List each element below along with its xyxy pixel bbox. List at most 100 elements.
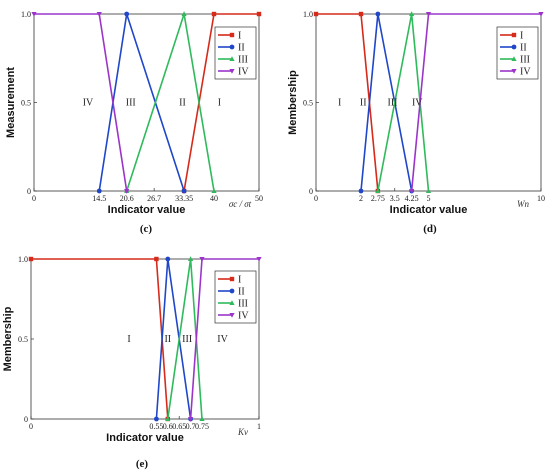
series-line-I [31,258,169,420]
data-point-IV [199,257,205,262]
data-point-II [96,188,102,194]
data-point-III [181,11,187,16]
data-point-II [375,11,381,17]
legend-label-II: II [238,287,245,298]
data-point-III [375,188,381,193]
series-line-II [360,13,413,192]
legend-marker-I [511,32,517,38]
data-point-I [358,11,364,17]
region-label: II [164,334,171,345]
data-point-I [313,11,319,17]
y-tick-label: 0 [309,187,313,196]
y-tick-label: 1.0 [21,10,31,19]
x-tick-label: 0.7 [186,422,196,431]
data-point-III [211,188,217,193]
legend-marker-III [229,300,235,305]
x-tick-label: 20.6 [120,194,134,203]
x-tick-label: 26.7 [147,194,161,203]
legend-label-I: I [238,31,241,42]
region-label: I [218,98,221,109]
panel-label: (c) [140,223,153,235]
legend-label-III: III [238,299,248,310]
y-tick-label: 0.5 [303,99,313,108]
data-point-II [181,188,187,194]
legend-marker-IV [511,69,517,74]
data-point-IV [124,189,130,194]
data-point-IV [409,189,415,194]
data-point-I [256,11,262,17]
legend-label-IV: IV [238,67,249,78]
x-axis-label: Indicator value [108,204,186,216]
series-line-III [125,13,215,192]
y-tick-label: 0 [24,415,28,424]
data-point-III [188,256,194,261]
series-line-II [98,13,185,192]
y-tick-label: 1.0 [18,255,28,264]
data-point-II [165,256,171,262]
x-tick-label: 40 [210,194,218,203]
x-axis-label: Indicator value [106,432,184,444]
region-label: III [126,98,136,109]
region-label: IV [217,334,228,345]
data-point-III [409,11,415,16]
data-point-IV [31,12,37,17]
x-tick-label: 4.25 [405,194,419,203]
x-tick-label: 0.75 [195,422,209,431]
x-tick-label: 0 [314,194,318,203]
data-point-II [154,416,159,422]
x-variable-label: Kv [237,427,248,437]
y-axis-label: Measurement [5,67,17,138]
x-tick-label: 0.6 [163,422,173,431]
x-tick-label: 2 [359,194,363,203]
legend-marker-II [229,288,235,294]
x-tick-label: 2.75 [371,194,385,203]
y-tick-label: 0.5 [18,335,28,344]
series-line-IV [34,13,128,192]
chart-panel-1: 0 2 2.75 3.5 4.25 5 10 0 0.5 1.0 Indicator value Me… [287,10,545,235]
data-point-IV [96,12,102,17]
x-tick-label: 0 [32,194,36,203]
legend-label-II: II [520,43,527,54]
x-tick-label: 0.65 [172,422,186,431]
data-point-II [124,11,130,17]
legend-marker-III [511,56,517,61]
legend-marker-II [229,44,235,50]
panel-label: (d) [423,223,437,235]
region-label: IV [83,98,94,109]
data-point-I [154,256,159,262]
data-point-III [199,416,205,421]
region-label: II [179,98,186,109]
x-tick-label: 0 [29,422,33,431]
x-axis-label: Indicator value [390,204,468,216]
legend-marker-IV [229,69,235,74]
region-label: IV [412,98,423,109]
x-variable-label: Wn [517,199,529,209]
data-point-I [211,11,217,17]
x-tick-label: 10 [537,194,545,203]
legend-marker-I [229,276,235,282]
legend-marker-IV [229,313,235,318]
legend-label-I: I [238,275,241,286]
x-variable-label: σc / σt [229,199,252,209]
data-point-II [358,188,364,194]
legend-marker-I [229,32,235,38]
data-point-IV [538,12,544,17]
x-tick-label: 14.5 [92,194,106,203]
legend-label-IV: IV [238,311,249,322]
data-point-IV [425,12,432,17]
region-label: I [127,334,130,345]
region-label: II [360,98,367,109]
legend-label-IV: IV [520,67,531,78]
legend-label-III: III [238,55,248,66]
data-point-III [165,416,171,421]
y-axis-label: Membership [287,70,299,135]
y-tick-label: 0 [27,187,31,196]
x-tick-label: 5 [427,194,431,203]
legend-marker-III [229,56,235,61]
x-tick-label: 33.35 [175,194,193,203]
y-tick-label: 0.5 [21,99,31,108]
